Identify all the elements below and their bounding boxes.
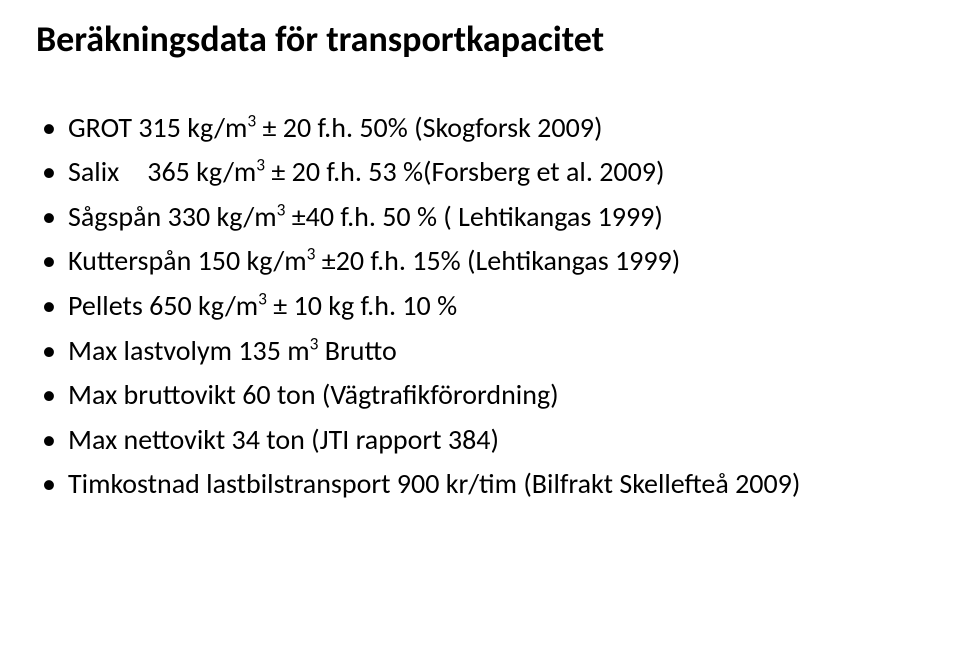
list-item: Timkostnad lastbilstransport 900 kr/tim … <box>36 464 924 505</box>
list-item: Sågspån 330 kg/m3 ±40 f.h. 50 % ( Lehtik… <box>36 197 924 238</box>
superscript: 3 <box>256 154 265 176</box>
superscript: 3 <box>247 109 256 131</box>
text-part: Timkostnad lastbilstransport 900 kr/tim … <box>68 466 800 501</box>
list-item: Max lastvolym 135 m3 Brutto <box>36 331 924 372</box>
list-item: Max bruttovikt 60 ton (Vägtrafikförordni… <box>36 375 924 416</box>
text-part: Salix <box>68 152 119 193</box>
text-part: Max nettovikt 34 ton (JTI rapport 384) <box>68 422 499 457</box>
text-part: Kutterspån 150 kg/m <box>68 243 307 278</box>
text-part: Brutto <box>318 333 396 368</box>
list-item: Pellets 650 kg/m3 ± 10 kg f.h. 10 % <box>36 286 924 327</box>
list-item: Salix 365 kg/m3 ± 20 f.h. 53 %(Forsberg e… <box>36 152 924 193</box>
text-part: ±40 f.h. 50 % ( Lehtikangas 1999) <box>285 199 662 234</box>
text-part: GROT 315 kg/m <box>68 110 247 145</box>
slide-title: Beräkningsdata för transportkapacitet <box>36 20 924 60</box>
list-item: Max nettovikt 34 ton (JTI rapport 384) <box>36 420 924 461</box>
text-part: ± 10 kg f.h. 10 % <box>267 288 457 323</box>
text-part: ± 20 f.h. 50% (Skogforsk 2009) <box>256 110 602 145</box>
slide: Beräkningsdata för transportkapacitet GR… <box>0 0 960 529</box>
text-part: Sågspån 330 kg/m <box>68 199 277 234</box>
superscript: 3 <box>258 288 267 310</box>
list-item: GROT 315 kg/m3 ± 20 f.h. 50% (Skogforsk … <box>36 108 924 149</box>
text-part: Pellets 650 kg/m <box>68 288 258 323</box>
text-part: Max bruttovikt 60 ton (Vägtrafikförordni… <box>68 377 559 412</box>
bullet-list: GROT 315 kg/m3 ± 20 f.h. 50% (Skogforsk … <box>36 108 924 505</box>
text-part: ±20 f.h. 15% (Lehtikangas 1999) <box>315 243 680 278</box>
text-part: 365 kg/m <box>147 154 256 189</box>
list-item: Kutterspån 150 kg/m3 ±20 f.h. 15% (Lehti… <box>36 241 924 282</box>
text-part: ± 20 f.h. 53 %(Forsberg et al. 2009) <box>265 154 664 189</box>
text-part: Max lastvolym 135 m <box>68 333 310 368</box>
